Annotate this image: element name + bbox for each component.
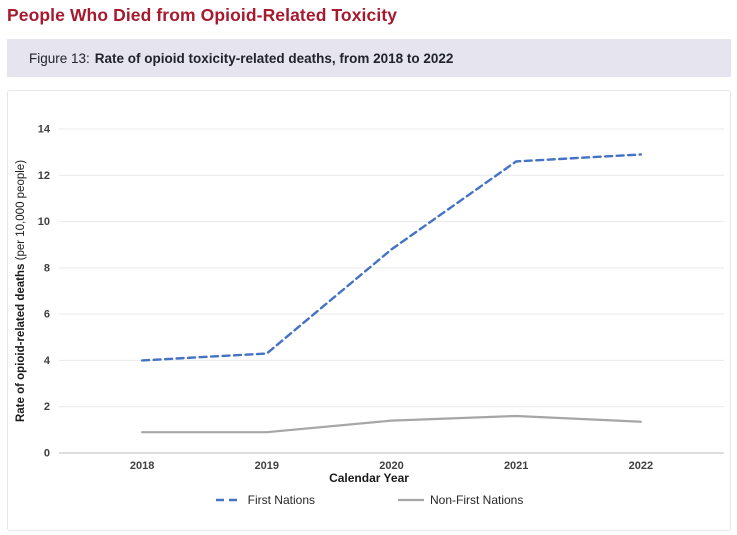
x-tick-label: 2018 — [130, 460, 154, 470]
y-tick-label: 12 — [38, 170, 50, 182]
y-tick-label: 0 — [44, 448, 50, 460]
figure-number-label: Figure 13: — [29, 50, 90, 66]
figure-caption-text: Rate of opioid toxicity-related deaths, … — [94, 50, 454, 66]
y-tick-label: 10 — [38, 216, 50, 228]
series-line-non-first-nations — [141, 414, 642, 434]
x-tick-label: 2020 — [379, 460, 403, 470]
x-tick-label: 2021 — [504, 460, 528, 470]
first-nations-dashed-line-swatch — [215, 498, 242, 502]
legend-item-non-first-nations: Non-First Nations — [397, 493, 523, 507]
y-tick-label: 14 — [38, 124, 51, 136]
page-title: People Who Died from Opioid-Related Toxi… — [7, 5, 398, 25]
x-tick-label: 2019 — [255, 460, 279, 470]
y-tick-label: 4 — [44, 355, 51, 367]
legend-label-non-first-nations: Non-First Nations — [430, 493, 524, 507]
y-tick-label: 8 — [44, 262, 50, 274]
y-axis-title: Rate of opioid-related deaths (per 10,00… — [15, 160, 27, 422]
series-line-first-nations — [140, 153, 643, 362]
chart-card: 0 2 4 6 8 10 12 14 2018 2019 2020 2021 2022 Rate of o… — [7, 90, 731, 531]
y-tick-label: 6 — [44, 309, 50, 321]
legend-item-first-nations: First Nations — [215, 493, 315, 507]
x-axis-title: Calendar Year — [329, 471, 409, 485]
chart-legend: First Nations Non-First Nations — [8, 493, 730, 507]
legend-label-first-nations: First Nations — [247, 493, 315, 507]
figure-caption-bar: Figure 13: Rate of opioid toxicity-relat… — [7, 39, 731, 77]
y-tick-label: 2 — [44, 401, 50, 413]
chart-plot-area: 0 2 4 6 8 10 12 14 2018 2019 2020 2021 2022 Rate of o… — [15, 124, 724, 470]
x-tick-label: 2022 — [629, 460, 653, 470]
non-first-nations-solid-line-swatch — [398, 498, 424, 502]
